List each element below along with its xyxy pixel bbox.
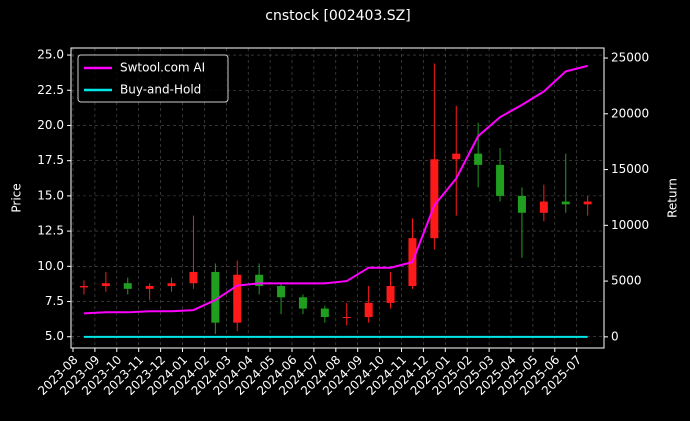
y2-tick-label: 5000 bbox=[611, 274, 642, 288]
candle-body bbox=[517, 195, 526, 213]
candle-body bbox=[364, 302, 373, 318]
candle-body bbox=[539, 201, 548, 213]
legend-label: Buy-and-Hold bbox=[120, 83, 201, 97]
y-tick-label: 10.0 bbox=[37, 259, 64, 273]
legend: Swtool.com AI Buy-and-Hold bbox=[77, 54, 229, 103]
candle-body bbox=[123, 283, 132, 289]
candle-body bbox=[101, 283, 110, 287]
candle-body bbox=[320, 308, 329, 318]
y-tick-label: 22.5 bbox=[37, 83, 64, 97]
y2-axis-label: Return bbox=[666, 178, 680, 218]
y-tick-label: 15.0 bbox=[37, 188, 64, 202]
candle-body bbox=[430, 159, 439, 239]
y-axis-label: Price bbox=[10, 183, 24, 212]
y-tick-label: 7.5 bbox=[45, 294, 64, 308]
series-line bbox=[83, 64, 588, 315]
candle-body bbox=[211, 271, 220, 323]
y-tick-label: 5.0 bbox=[45, 329, 64, 343]
candle-body bbox=[452, 153, 461, 160]
candle-body bbox=[474, 153, 483, 165]
legend-label: Swtool.com AI bbox=[120, 61, 205, 75]
y-tick-label: 20.0 bbox=[37, 118, 64, 132]
candle-body bbox=[189, 271, 198, 284]
candle-body bbox=[496, 164, 505, 196]
candle-body bbox=[342, 317, 351, 319]
y-tick-label: 17.5 bbox=[37, 153, 64, 167]
candle-body bbox=[386, 286, 395, 303]
y-tick-label: 12.5 bbox=[37, 224, 64, 238]
legend-box bbox=[77, 54, 229, 103]
plot-frame bbox=[70, 47, 605, 349]
candle-body bbox=[79, 286, 88, 288]
candle-body bbox=[233, 274, 242, 323]
candle-body bbox=[255, 274, 264, 287]
candle-body bbox=[583, 201, 592, 205]
y-tick-label: 25.0 bbox=[37, 48, 64, 62]
y2-tick-label: 10000 bbox=[611, 218, 649, 232]
y2-tick-label: 0 bbox=[611, 329, 619, 343]
candle-body bbox=[298, 297, 307, 309]
y2-tick-label: 25000 bbox=[611, 51, 649, 65]
candle-body bbox=[167, 283, 176, 287]
chart-title: cnstock [002403.SZ] bbox=[265, 8, 410, 24]
y2-tick-label: 20000 bbox=[611, 106, 649, 120]
candle-body bbox=[277, 286, 286, 298]
candle-body bbox=[561, 201, 570, 205]
candle-body bbox=[145, 286, 154, 289]
y2-tick-label: 15000 bbox=[611, 162, 649, 176]
